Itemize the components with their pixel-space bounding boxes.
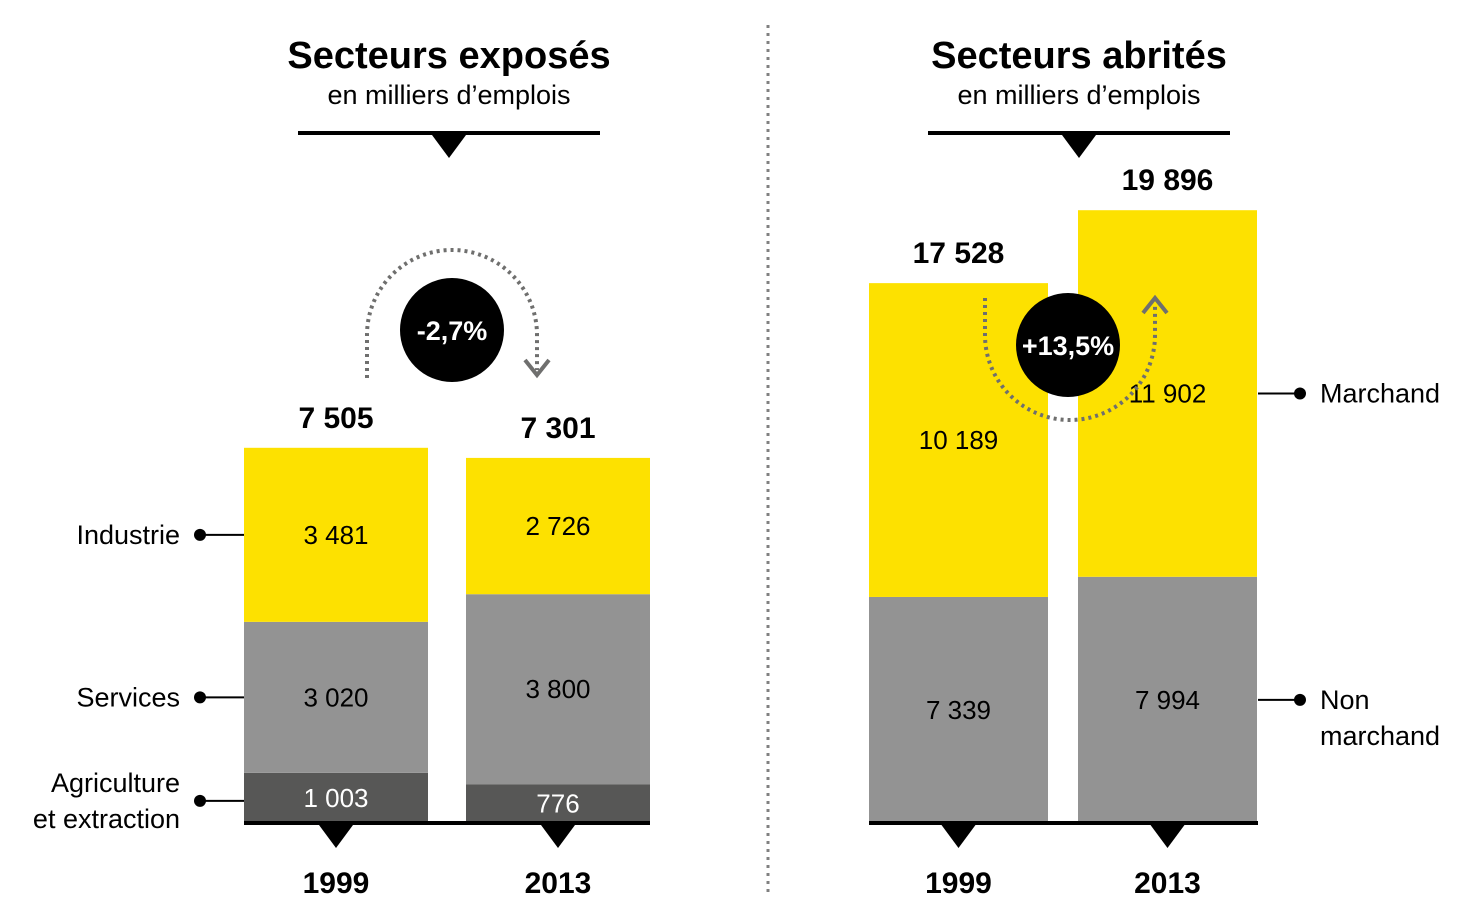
legend-label-0-2-0: Industrie xyxy=(76,520,180,550)
data-label-0-0-2: 3 481 xyxy=(303,520,368,550)
legend-label-0-1-0: Services xyxy=(76,682,180,712)
data-label-1-0-0: 7 339 xyxy=(926,695,991,725)
change-arrow-1 xyxy=(983,298,1157,422)
total-label-1-0: 17 528 xyxy=(913,237,1005,270)
data-label-0-1-0: 776 xyxy=(536,789,579,819)
change-badge-0 xyxy=(400,278,504,382)
x-tick-label-1-0: 1999 xyxy=(925,867,992,900)
change-label-1: +13,5% xyxy=(1022,331,1114,361)
legend-dot-1-1 xyxy=(1294,387,1306,400)
bar-segment-0-0-1 xyxy=(244,621,428,773)
year-pointer-0-0 xyxy=(319,825,353,848)
change-badge-1 xyxy=(1016,293,1120,397)
bar-segment-1-0-0 xyxy=(869,596,1048,823)
year-pointer-0-1 xyxy=(541,825,575,848)
legend-dot-0-2 xyxy=(194,528,206,541)
change-label-0: -2,7% xyxy=(417,316,488,346)
bar-segment-0-1-2 xyxy=(466,457,650,595)
x-tick-label-0-0: 1999 xyxy=(303,867,370,900)
total-label-0-1: 7 301 xyxy=(520,412,595,445)
right-chart-title: Secteurs abrités xyxy=(931,35,1227,77)
bar-segment-0-0-0 xyxy=(244,772,428,823)
data-label-1-0-1: 10 189 xyxy=(919,425,999,455)
data-label-1-1-0: 7 994 xyxy=(1135,685,1200,715)
legend-label-1-0-0: Non xyxy=(1320,685,1370,715)
legend-label-0-0-0: Agriculture xyxy=(51,768,180,798)
change-arrowhead-1 xyxy=(1141,294,1169,315)
bar-segment-0-1-0 xyxy=(466,784,650,823)
legend-label-1-1-0: Marchand xyxy=(1320,378,1440,408)
bar-segment-0-0-2 xyxy=(244,447,428,622)
x-tick-label-1-1: 2013 xyxy=(1134,867,1201,900)
bar-segment-0-1-1 xyxy=(466,594,650,785)
legend-dot-0-0 xyxy=(194,794,206,807)
left-chart-title: Secteurs exposés xyxy=(287,35,610,77)
legend-dot-1-0 xyxy=(1294,693,1306,706)
left-chart-subtitle: en milliers d’emplois xyxy=(327,80,570,110)
data-label-0-1-2: 2 726 xyxy=(525,511,590,541)
legend-dot-0-1 xyxy=(194,691,206,704)
right-title-pointer xyxy=(1062,135,1096,158)
data-label-0-0-0: 1 003 xyxy=(303,783,368,813)
year-pointer-1-1 xyxy=(1150,825,1185,848)
x-tick-label-0-1: 2013 xyxy=(525,867,592,900)
change-arrow-0 xyxy=(365,248,539,378)
data-label-0-1-1: 3 800 xyxy=(525,674,590,704)
year-pointer-1-0 xyxy=(941,825,976,848)
left-plot-area: 1 003 3 020 3 481 7 505 1999 776 3 800 2 726 7 3… xyxy=(33,248,650,900)
total-label-1-1: 19 896 xyxy=(1122,164,1214,197)
data-label-0-0-1: 3 020 xyxy=(303,682,368,712)
right-chart-subtitle: en milliers d’emplois xyxy=(957,80,1200,110)
bar-segment-1-1-1 xyxy=(1078,210,1257,577)
legend-label-0-0-1: et extraction xyxy=(33,804,180,834)
legend-label-1-0-1: marchand xyxy=(1320,721,1440,751)
bar-segment-1-1-0 xyxy=(1078,576,1257,823)
change-arrowhead-0 xyxy=(523,358,551,379)
total-label-0-0: 7 505 xyxy=(298,402,373,435)
left-title-pointer xyxy=(432,135,466,158)
